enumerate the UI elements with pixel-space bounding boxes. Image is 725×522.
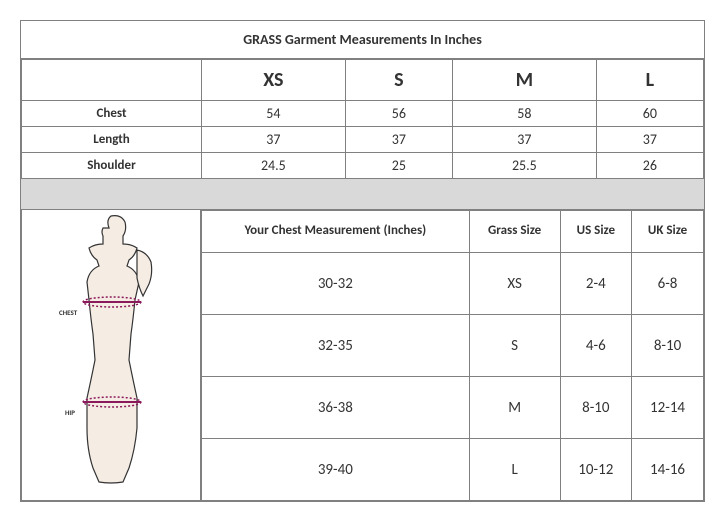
table-row: 39-40 L 10-12 14-16 <box>202 439 704 501</box>
cell: 54 <box>202 101 346 127</box>
cell: 39-40 <box>202 439 470 501</box>
size-header-row: XS S M L <box>22 60 704 101</box>
cell: 25.5 <box>452 153 596 179</box>
cell: 58 <box>452 101 596 127</box>
header-grass-size: Grass Size <box>469 211 560 253</box>
cell: 8-10 <box>632 315 704 377</box>
hip-label: HIP <box>65 408 75 417</box>
table-row: 30-32 XS 2-4 6-8 <box>202 253 704 315</box>
size-header-xs: XS <box>202 60 346 101</box>
cell: 60 <box>596 101 703 127</box>
table-row: Chest 54 56 58 60 <box>22 101 704 127</box>
table-row: 32-35 S 4-6 8-10 <box>202 315 704 377</box>
conversion-header-row: Your Chest Measurement (Inches) Grass Si… <box>202 211 704 253</box>
cell: 6-8 <box>632 253 704 315</box>
garment-measurements-table: XS S M L Chest 54 56 58 60 Length 37 37 … <box>21 59 704 179</box>
cell: 30-32 <box>202 253 470 315</box>
cell: 37 <box>452 127 596 153</box>
size-chart-container: GRASS Garment Measurements In Inches XS … <box>20 20 705 502</box>
size-conversion-table: Your Chest Measurement (Inches) Grass Si… <box>201 210 704 501</box>
size-header-l: L <box>596 60 703 101</box>
chart-title: GRASS Garment Measurements In Inches <box>21 21 704 59</box>
section-spacer <box>21 179 704 209</box>
cell: 37 <box>596 127 703 153</box>
cell: 37 <box>345 127 452 153</box>
cell: 37 <box>202 127 346 153</box>
size-header-s: S <box>345 60 452 101</box>
cell: S <box>469 315 560 377</box>
cell: 2-4 <box>560 253 631 315</box>
bottom-section: CHEST HIP Your Chest Measurement (Inches… <box>21 209 704 501</box>
cell: 14-16 <box>632 439 704 501</box>
cell: M <box>469 377 560 439</box>
row-label-length: Length <box>22 127 202 153</box>
cell: 10-12 <box>560 439 631 501</box>
mannequin-icon: CHEST HIP <box>51 210 171 500</box>
cell: 24.5 <box>202 153 346 179</box>
cell: 36-38 <box>202 377 470 439</box>
cell: 56 <box>345 101 452 127</box>
cell: 4-6 <box>560 315 631 377</box>
cell: 32-35 <box>202 315 470 377</box>
chest-label: CHEST <box>59 308 78 317</box>
size-header-m: M <box>452 60 596 101</box>
empty-header <box>22 60 202 101</box>
header-chest-measurement: Your Chest Measurement (Inches) <box>202 211 470 253</box>
cell: 12-14 <box>632 377 704 439</box>
cell: L <box>469 439 560 501</box>
table-row: 36-38 M 8-10 12-14 <box>202 377 704 439</box>
header-us-size: US Size <box>560 211 631 253</box>
header-uk-size: UK Size <box>632 211 704 253</box>
cell: 26 <box>596 153 703 179</box>
table-row: Shoulder 24.5 25 25.5 26 <box>22 153 704 179</box>
mannequin-cell: CHEST HIP <box>21 210 201 501</box>
cell: XS <box>469 253 560 315</box>
cell: 8-10 <box>560 377 631 439</box>
row-label-shoulder: Shoulder <box>22 153 202 179</box>
table-row: Length 37 37 37 37 <box>22 127 704 153</box>
row-label-chest: Chest <box>22 101 202 127</box>
cell: 25 <box>345 153 452 179</box>
